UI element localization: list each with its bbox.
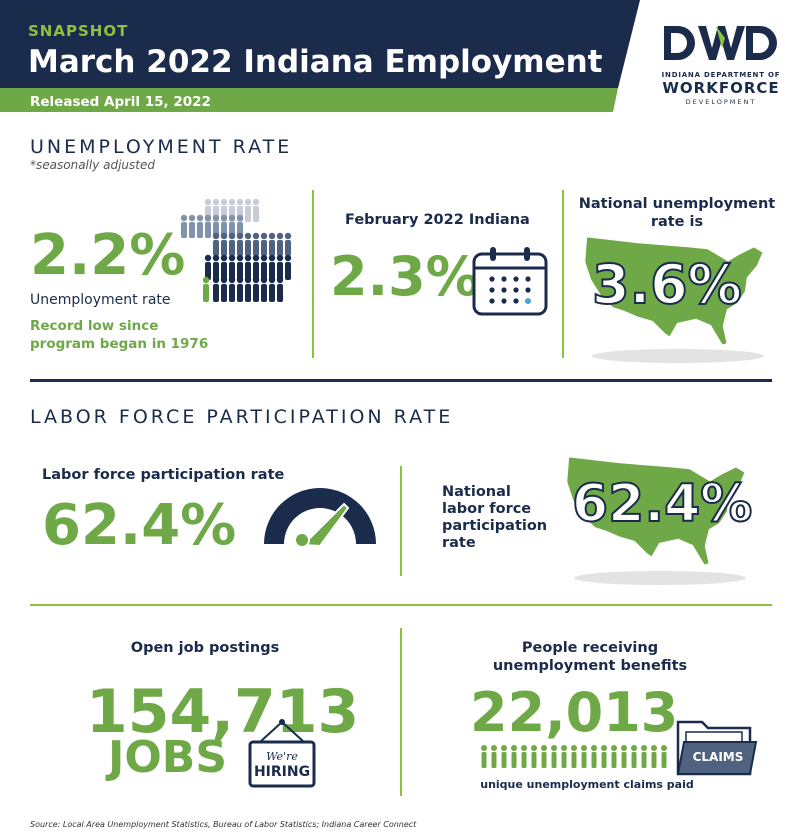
usa-map-icon — [582, 234, 766, 363]
national-unemployment-label-line-2: rate is — [650, 214, 704, 230]
national-labor-label-line-4: rate — [442, 535, 476, 551]
section-divider — [30, 379, 772, 382]
seasonal-note: *seasonally adjusted — [30, 158, 155, 172]
indiana-unemployment-rate: 2.2% — [30, 223, 186, 288]
claimants-people-icon — [481, 745, 667, 768]
gauge-icon — [264, 488, 376, 548]
unemployment-rate-label: Unemployment rate — [30, 292, 171, 308]
dwd-logo-icon — [664, 26, 777, 60]
national-labor-label-line-2: labor force — [442, 501, 532, 517]
release-date: Released April 15, 2022 — [30, 94, 211, 110]
record-low-note-line-2: program began in 1976 — [30, 336, 209, 352]
snapshot-kicker: SNAPSHOT — [28, 22, 129, 40]
benefits-label-line-2: unemployment benefits — [492, 658, 688, 674]
vertical-divider — [312, 190, 314, 358]
logo-line-2: WORKFORCE — [662, 79, 780, 97]
jobs-unit: JOBS — [108, 732, 228, 783]
labor-force-label: Labor force participation rate — [42, 467, 285, 483]
claims-folder-icon — [676, 720, 758, 776]
logo-line-3: DEVELOPMENT — [685, 98, 757, 106]
section-divider — [30, 604, 772, 606]
people-crowd-icon — [180, 198, 292, 302]
claims-folder-label: CLAIMS — [692, 750, 744, 764]
vertical-divider — [562, 190, 564, 358]
hiring-sign-line-2: HIRING — [253, 764, 311, 780]
hiring-sign-line-1: We're — [266, 750, 298, 763]
page-title: March 2022 Indiana Employment — [28, 44, 603, 80]
job-postings-value: 154,713 — [86, 677, 360, 747]
vertical-divider — [400, 466, 402, 576]
source-note: Source: Local Area Unemployment Statisti… — [30, 820, 417, 829]
labor-force-section-title: LABOR FORCE PARTICIPATION RATE — [30, 406, 454, 428]
february-label: February 2022 Indiana — [345, 212, 530, 228]
february-unemployment-rate: 2.3% — [330, 245, 480, 308]
benefits-label-line-1: People receiving — [521, 640, 659, 656]
record-low-note-line-1: Record low since — [30, 318, 159, 334]
unemployment-section-title: UNEMPLOYMENT RATE — [30, 136, 293, 158]
usa-map-icon — [564, 454, 748, 585]
hiring-sign-icon — [248, 719, 316, 788]
job-postings-label: Open job postings — [130, 640, 280, 656]
national-unemployment-rate: 3.6% — [591, 253, 743, 316]
benefits-value: 22,013 — [470, 681, 679, 744]
vertical-divider — [400, 628, 402, 796]
national-labor-label-line-1: National — [442, 484, 511, 500]
national-labor-force-rate: 62.4% — [571, 474, 753, 534]
national-unemployment-label-line-1: National unemployment — [578, 196, 776, 212]
indiana-labor-force-rate: 62.4% — [42, 493, 237, 558]
calendar-icon — [472, 247, 548, 316]
header-banner — [0, 0, 640, 112]
logo-line-1: INDIANA DEPARTMENT OF — [661, 71, 781, 79]
national-labor-label-line-3: participation — [442, 518, 548, 534]
claims-caption: unique unemployment claims paid — [480, 778, 694, 791]
